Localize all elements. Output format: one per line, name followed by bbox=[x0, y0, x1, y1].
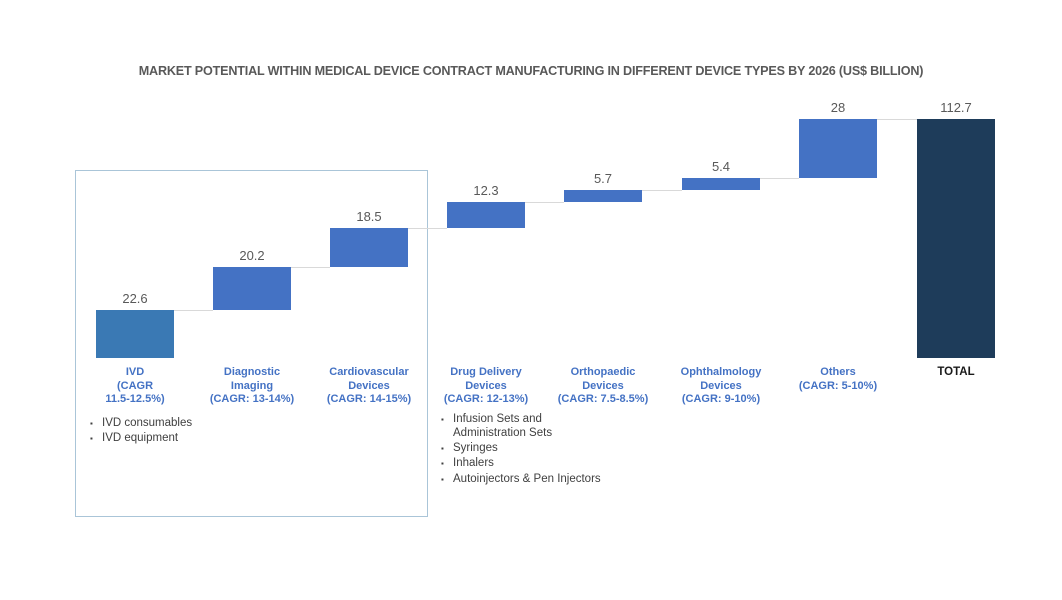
drug-delivery-devices-category-label-line: Drug Delivery bbox=[450, 366, 522, 378]
ivd-category-label-line: 11.5-12.5%) bbox=[105, 393, 165, 405]
ivd-value-label: 22.6 bbox=[122, 291, 148, 307]
cardiovascular-devices-bar bbox=[330, 228, 408, 268]
note-item: Inhalers bbox=[441, 457, 603, 471]
ivd-category-label-line: (CAGR bbox=[116, 379, 154, 392]
waterfall-connector bbox=[760, 178, 799, 179]
cardiovascular-devices-value-label: 18.5 bbox=[356, 209, 382, 224]
ivd-category-label-line: IVD bbox=[125, 366, 145, 378]
diagnostic-imaging-category-label-line: Imaging bbox=[230, 379, 274, 392]
diagnostic-imaging-category-label: Diagnostic Imaging (CAGR: 13-14%) bbox=[187, 366, 317, 407]
waterfall-connector bbox=[408, 228, 447, 229]
ivd-category-label: IVD (CAGR 11.5-12.5%) bbox=[70, 366, 200, 407]
orthopaedic-devices-bar bbox=[564, 189, 642, 202]
note-item: Autoinjectors & Pen Injectors bbox=[441, 473, 603, 487]
waterfall-connector bbox=[642, 190, 682, 191]
ophthalmology-devices-category-label-line: Devices bbox=[700, 379, 742, 392]
drug-delivery-devices-value-label: 12.3 bbox=[473, 182, 499, 198]
orthopaedic-devices-category-label-line: (CAGR: 7.5-8.5%) bbox=[557, 393, 649, 405]
drug-delivery-devices-category-label-line: (CAGR: 12-13%) bbox=[443, 393, 529, 405]
drug-delivery-devices-category-label: Drug Delivery Devices (CAGR: 12-13%) bbox=[421, 366, 551, 407]
diagnostic-imaging-value-label: 20.2 bbox=[239, 248, 265, 264]
ivd-bar bbox=[96, 310, 174, 358]
drug-delivery-devices-bar bbox=[447, 201, 525, 228]
ophthalmology-devices-category-label-line: Ophthalmology bbox=[680, 366, 762, 378]
total-category-label: TOTAL bbox=[891, 366, 1021, 380]
note-item: IVD equipment bbox=[90, 432, 290, 446]
ivd-segment-highlight-box bbox=[75, 170, 428, 517]
waterfall-connector bbox=[877, 119, 917, 120]
total-value-label: 112.7 bbox=[940, 100, 972, 115]
drug-delivery-devices-category-label-line: Devices bbox=[465, 379, 507, 392]
waterfall-connector bbox=[174, 310, 213, 311]
cardiovascular-devices-category-label: Cardiovascular Devices (CAGR: 14-15%) bbox=[304, 366, 434, 407]
orthopaedic-devices-category-label-line: Devices bbox=[582, 379, 624, 392]
diagnostic-imaging-category-label-line: (CAGR: 13-14%) bbox=[209, 393, 295, 405]
ivd-note-list: IVD consumablesIVD equipment bbox=[90, 417, 290, 448]
diagnostic-imaging-category-label-line: Diagnostic bbox=[223, 366, 281, 378]
note-item: Syringes bbox=[441, 442, 603, 456]
cardiovascular-devices-category-label-line: (CAGR: 14-15%) bbox=[326, 393, 412, 405]
waterfall-connector bbox=[291, 267, 330, 268]
orthopaedic-devices-category-label-line: Orthopaedic bbox=[570, 366, 636, 378]
orthopaedic-devices-category-label: Orthopaedic Devices (CAGR: 7.5-8.5%) bbox=[538, 366, 668, 407]
ophthalmology-devices-category-label: Ophthalmology Devices (CAGR: 9-10%) bbox=[656, 366, 786, 407]
total-category-label-line: TOTAL bbox=[937, 366, 975, 378]
cardiovascular-devices-category-label-line: Devices bbox=[348, 379, 390, 392]
others-bar bbox=[799, 119, 877, 179]
waterfall-connector bbox=[525, 202, 564, 203]
others-value-label: 28 bbox=[830, 100, 846, 115]
ophthalmology-devices-category-label-line: (CAGR: 9-10%) bbox=[681, 393, 761, 405]
orthopaedic-devices-value-label: 5.7 bbox=[593, 170, 613, 186]
others-category-label: Others (CAGR: 5-10%) bbox=[773, 366, 903, 393]
others-category-label-line: Others bbox=[820, 366, 856, 378]
drug-delivery-devices-note-list: Infusion Sets and Administration SetsSyr… bbox=[441, 413, 603, 488]
diagnostic-imaging-bar bbox=[213, 267, 291, 310]
note-item: Infusion Sets and Administration Sets bbox=[441, 413, 603, 441]
ophthalmology-devices-value-label: 5.4 bbox=[711, 159, 731, 175]
total-bar bbox=[917, 119, 995, 358]
ophthalmology-devices-bar bbox=[682, 178, 760, 190]
others-category-label-line: (CAGR: 5-10%) bbox=[798, 379, 878, 392]
cardiovascular-devices-category-label-line: Cardiovascular bbox=[329, 366, 409, 378]
note-item: IVD consumables bbox=[90, 417, 290, 431]
chart-title: MARKET POTENTIAL WITHIN MEDICAL DEVICE C… bbox=[138, 63, 924, 78]
